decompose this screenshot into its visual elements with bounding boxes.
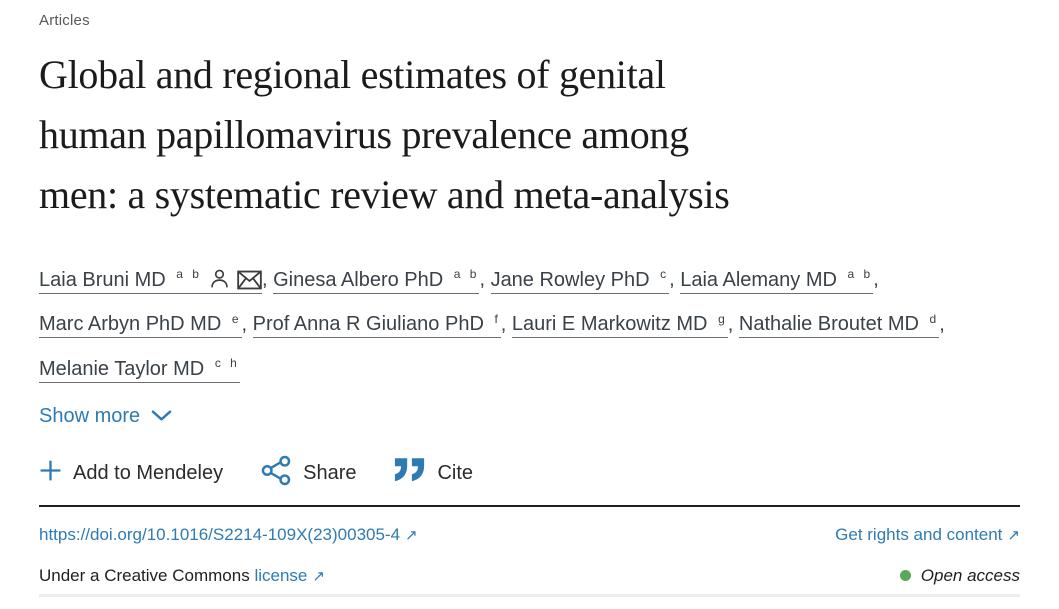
author-list: Laia Bruni MD a b, Ginesa Albero PhD a b… xyxy=(39,255,1020,389)
chevron-down-icon xyxy=(151,405,172,428)
external-link-icon: ↗ xyxy=(312,566,325,585)
action-bar: Add to Mendeley Share xyxy=(39,455,1020,492)
affiliation-superscript: e xyxy=(231,311,242,326)
cite-label: Cite xyxy=(437,461,474,484)
affiliation-superscript: a b xyxy=(847,267,874,281)
author-separator: , xyxy=(727,313,739,336)
doi-bar: https://doi.org/10.1016/S2214-109X(23)00… xyxy=(39,507,1020,545)
external-link-icon: ↗ xyxy=(405,525,418,544)
add-to-mendeley-button[interactable]: Add to Mendeley xyxy=(39,459,223,488)
author-link[interactable]: Melanie Taylor MD c h xyxy=(39,356,240,383)
author-link[interactable]: Laia Alemany MD a b xyxy=(680,267,874,294)
share-label: Share xyxy=(303,461,357,484)
add-to-mendeley-label: Add to Mendeley xyxy=(73,461,224,484)
doi-url: https://doi.org/10.1016/S2214-109X(23)00… xyxy=(39,524,401,544)
breadcrumb-articles[interactable]: Articles xyxy=(39,12,90,29)
page-title: Global and regional estimates of genital… xyxy=(39,45,1020,225)
external-link-icon: ↗ xyxy=(1007,525,1020,544)
affiliation-superscript: f xyxy=(494,311,501,326)
author-link[interactable]: Ginesa Albero PhD a b xyxy=(273,267,480,294)
bottom-divider xyxy=(39,594,1020,597)
license-link[interactable]: license ↗ xyxy=(254,566,325,585)
author-link[interactable]: Laia Bruni MD a b xyxy=(39,267,262,294)
section-divider xyxy=(39,504,1020,507)
license-text: Under a Creative Commons license ↗ xyxy=(39,566,325,586)
license-bar: Under a Creative Commons license ↗ Open a… xyxy=(39,566,1020,586)
open-access-badge: Open access xyxy=(899,565,1020,586)
affiliation-superscript: a b xyxy=(453,267,480,281)
affiliation-superscript: d xyxy=(929,311,940,326)
affiliation-superscript: g xyxy=(718,311,728,326)
affiliation-superscript: c h xyxy=(214,356,240,371)
show-more-button[interactable]: Show more xyxy=(39,405,172,428)
author-link[interactable]: Prof Anna R Giuliano PhD f xyxy=(252,311,501,339)
author-separator: , xyxy=(669,268,681,291)
open-access-label: Open access xyxy=(920,565,1020,585)
author-separator: , xyxy=(479,268,491,291)
affiliation-superscript: a b xyxy=(176,267,202,281)
cite-quote-icon xyxy=(394,458,426,488)
person-icon xyxy=(211,269,228,288)
author-separator: , xyxy=(241,313,253,336)
author-link[interactable]: Nathalie Broutet MD d xyxy=(738,311,940,339)
get-rights-link[interactable]: Get rights and content ↗ xyxy=(835,525,1020,545)
show-more-label: Show more xyxy=(39,404,141,427)
license-prefix: Under a Creative Commons xyxy=(39,565,250,585)
author-separator: , xyxy=(261,268,274,291)
get-rights-label: Get rights and content xyxy=(835,524,1003,544)
author-separator: , xyxy=(939,313,945,336)
cite-button[interactable]: Cite xyxy=(394,458,473,488)
title-line-3: men: a systematic review and meta-analys… xyxy=(39,172,730,217)
author-link[interactable]: Lauri E Markowitz MD g xyxy=(511,311,728,339)
author-separator: , xyxy=(500,313,512,336)
share-button[interactable]: Share xyxy=(261,455,356,492)
title-line-1: Global and regional estimates of genital xyxy=(39,52,666,97)
title-line-2: human papillomavirus prevalence among xyxy=(39,112,689,157)
author-link[interactable]: Marc Arbyn PhD MD e xyxy=(39,311,242,339)
plus-icon xyxy=(39,459,62,488)
author-link[interactable]: Jane Rowley PhD c xyxy=(490,267,670,294)
affiliation-superscript: c xyxy=(660,267,670,281)
open-access-dot-icon xyxy=(899,570,911,582)
share-icon xyxy=(261,455,292,492)
license-link-label: license xyxy=(254,565,308,585)
author-separator: , xyxy=(873,268,879,291)
envelope-icon xyxy=(237,270,262,290)
doi-link[interactable]: https://doi.org/10.1016/S2214-109X(23)00… xyxy=(39,525,418,545)
article-header: Articles Global and regional estimates o… xyxy=(39,12,1020,586)
